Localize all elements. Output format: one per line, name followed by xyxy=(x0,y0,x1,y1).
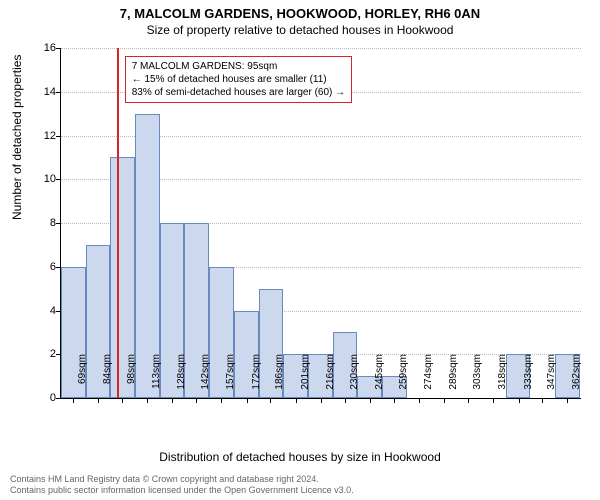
x-tick-label: 289sqm xyxy=(448,354,459,404)
y-tick-mark xyxy=(56,92,61,93)
x-tick-label: 230sqm xyxy=(349,354,360,404)
x-tick-label: 362sqm xyxy=(571,354,582,404)
y-axis-label: Number of detached properties xyxy=(10,55,24,220)
x-tick-label: 172sqm xyxy=(251,354,262,404)
y-tick-label: 8 xyxy=(26,217,56,229)
y-tick-label: 14 xyxy=(26,86,56,98)
x-tick-mark xyxy=(196,398,197,403)
x-tick-label: 69sqm xyxy=(77,354,88,404)
y-tick-label: 12 xyxy=(26,130,56,142)
property-marker-line xyxy=(117,48,119,398)
x-tick-label: 303sqm xyxy=(472,354,483,404)
x-tick-mark xyxy=(73,398,74,403)
x-tick-label: 216sqm xyxy=(325,354,336,404)
annotation-line: ← 15% of detached houses are smaller (11… xyxy=(132,73,345,86)
footer-line-1: Contains HM Land Registry data © Crown c… xyxy=(10,474,590,485)
y-tick-label: 16 xyxy=(26,42,56,54)
x-tick-mark xyxy=(345,398,346,403)
y-tick-label: 10 xyxy=(26,173,56,185)
x-tick-mark xyxy=(122,398,123,403)
x-axis-label: Distribution of detached houses by size … xyxy=(0,450,600,464)
y-tick-mark xyxy=(56,136,61,137)
chart-container: 7, MALCOLM GARDENS, HOOKWOOD, HORLEY, RH… xyxy=(0,0,600,500)
x-tick-mark xyxy=(270,398,271,403)
x-tick-label: 84sqm xyxy=(102,354,113,404)
x-tick-mark xyxy=(221,398,222,403)
x-tick-label: 186sqm xyxy=(274,354,285,404)
x-tick-mark xyxy=(147,398,148,403)
x-tick-mark xyxy=(419,398,420,403)
grid-line xyxy=(61,48,581,49)
x-tick-mark xyxy=(247,398,248,403)
y-tick-mark xyxy=(56,398,61,399)
x-tick-mark xyxy=(468,398,469,403)
x-tick-label: 347sqm xyxy=(546,354,557,404)
plot: 024681012141669sqm84sqm98sqm113sqm128sqm… xyxy=(60,48,581,399)
footer-line-2: Contains public sector information licen… xyxy=(10,485,590,496)
x-tick-mark xyxy=(542,398,543,403)
x-tick-label: 245sqm xyxy=(374,354,385,404)
x-tick-label: 142sqm xyxy=(200,354,211,404)
x-tick-mark xyxy=(444,398,445,403)
x-tick-mark xyxy=(370,398,371,403)
y-tick-label: 6 xyxy=(26,261,56,273)
x-tick-label: 98sqm xyxy=(126,354,137,404)
x-tick-label: 201sqm xyxy=(300,354,311,404)
annotation-line: 7 MALCOLM GARDENS: 95sqm xyxy=(132,60,345,73)
x-tick-mark xyxy=(567,398,568,403)
x-tick-label: 259sqm xyxy=(398,354,409,404)
x-tick-label: 157sqm xyxy=(225,354,236,404)
plot-area: 024681012141669sqm84sqm98sqm113sqm128sqm… xyxy=(60,48,580,398)
x-tick-mark xyxy=(172,398,173,403)
annotation-line: 83% of semi-detached houses are larger (… xyxy=(132,86,345,99)
x-tick-label: 318sqm xyxy=(497,354,508,404)
y-tick-label: 2 xyxy=(26,348,56,360)
y-tick-mark xyxy=(56,179,61,180)
x-tick-label: 128sqm xyxy=(176,354,187,404)
footer-attribution: Contains HM Land Registry data © Crown c… xyxy=(10,474,590,496)
x-tick-mark xyxy=(493,398,494,403)
x-tick-mark xyxy=(296,398,297,403)
x-tick-label: 113sqm xyxy=(151,354,162,404)
chart-title: 7, MALCOLM GARDENS, HOOKWOOD, HORLEY, RH… xyxy=(0,0,600,21)
x-tick-mark xyxy=(394,398,395,403)
x-tick-label: 333sqm xyxy=(523,354,534,404)
y-tick-label: 4 xyxy=(26,305,56,317)
chart-subtitle: Size of property relative to detached ho… xyxy=(0,21,600,37)
x-tick-mark xyxy=(519,398,520,403)
x-tick-mark xyxy=(98,398,99,403)
y-tick-label: 0 xyxy=(26,392,56,404)
x-tick-label: 274sqm xyxy=(423,354,434,404)
y-tick-mark xyxy=(56,48,61,49)
annotation-box: 7 MALCOLM GARDENS: 95sqm← 15% of detache… xyxy=(125,56,352,103)
x-tick-mark xyxy=(321,398,322,403)
y-tick-mark xyxy=(56,223,61,224)
